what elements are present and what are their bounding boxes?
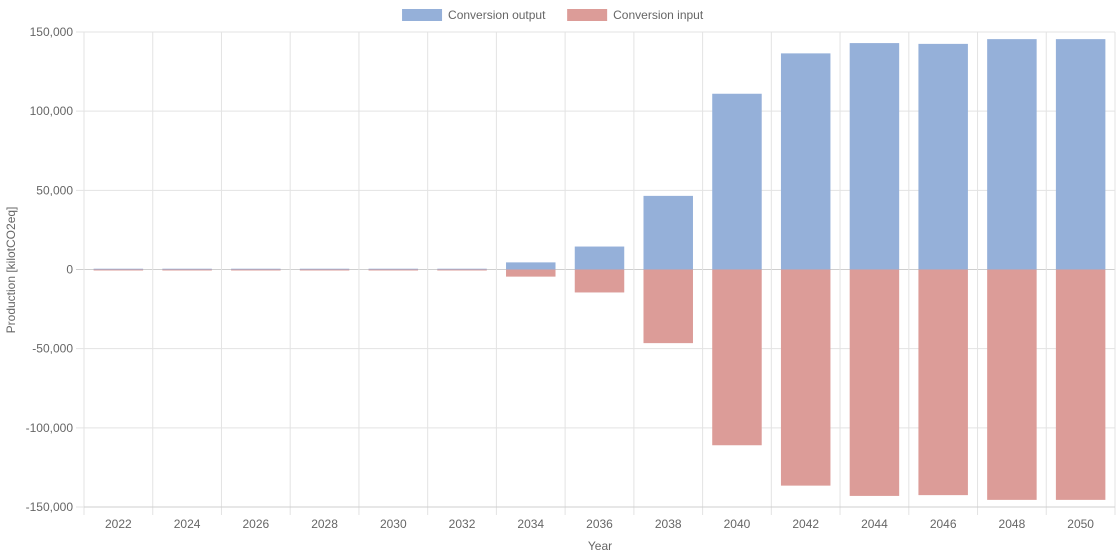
y-tick-label: 50,000 [36, 183, 73, 197]
x-tick-label: 2038 [655, 517, 682, 531]
bar-conversion-output [1055, 39, 1106, 270]
bars [93, 39, 1106, 500]
bar-conversion-input [574, 269, 625, 293]
bar-conversion-output [299, 268, 350, 270]
bar-conversion-input [918, 269, 968, 496]
bar-conversion-output [712, 93, 762, 270]
bar-conversion-input [437, 269, 487, 271]
x-tick-label: 2044 [861, 517, 888, 531]
y-tick-label: -50,000 [32, 342, 73, 356]
bar-conversion-input [93, 269, 144, 271]
legend: Conversion output Conversion input [402, 8, 704, 22]
bar-conversion-output [918, 43, 968, 270]
y-tick-label: -150,000 [26, 500, 74, 514]
bar-conversion-input [849, 269, 900, 496]
y-tick-label: 150,000 [30, 25, 74, 39]
legend-label: Conversion output [448, 8, 546, 22]
bar-conversion-input [162, 269, 212, 271]
bar-conversion-input [712, 269, 762, 446]
x-tick-label: 2032 [449, 517, 476, 531]
x-tick-label: 2024 [174, 517, 201, 531]
x-tick-label: 2050 [1067, 517, 1094, 531]
bar-conversion-output [987, 39, 1037, 270]
bar-conversion-output [780, 53, 831, 270]
x-tick-label: 2048 [999, 517, 1026, 531]
bar-conversion-output [437, 268, 487, 270]
y-tick-label: 100,000 [30, 104, 74, 118]
bar-conversion-input [368, 269, 419, 271]
x-tick-label: 2042 [792, 517, 819, 531]
x-tick-label: 2026 [242, 517, 269, 531]
y-tick-label: 0 [66, 263, 73, 277]
bar-conversion-output [231, 268, 281, 270]
bar-conversion-input [299, 269, 350, 271]
x-tick-label: 2046 [930, 517, 957, 531]
legend-swatch [402, 9, 443, 21]
bar-conversion-output [643, 195, 693, 270]
bar-conversion-output [93, 268, 144, 270]
bar-conversion-input [1055, 269, 1106, 500]
legend-label: Conversion input [613, 8, 704, 22]
x-tick-label: 2034 [517, 517, 544, 531]
x-tick-label: 2036 [586, 517, 613, 531]
bar-conversion-input [506, 269, 556, 277]
x-tick-label: 2030 [380, 517, 407, 531]
bar-conversion-input [780, 269, 831, 486]
x-tick-label: 2022 [105, 517, 132, 531]
bar-conversion-output [849, 43, 900, 270]
y-axis-title: Production [kilotCO2eq] [4, 207, 18, 334]
x-tick-label: 2040 [724, 517, 751, 531]
legend-swatch [567, 9, 608, 21]
bar-conversion-input [231, 269, 281, 271]
bar-conversion-output [574, 246, 625, 270]
x-axis-ticks: 2022 2024 2026 2028 2030 2032 2034 2036 2038 2040… [105, 517, 1094, 531]
bar-conversion-output [162, 268, 212, 270]
x-tick-label: 2028 [311, 517, 338, 531]
y-tick-label: -100,000 [26, 421, 74, 435]
bar-conversion-output [506, 262, 556, 270]
bar-conversion-output [368, 268, 419, 270]
gridlines [76, 31, 1116, 515]
x-axis-title: Year [588, 539, 612, 553]
y-axis-ticks: 150,000 100,000 50,000 0 -50,000 -100,000 -150… [26, 25, 74, 514]
bar-conversion-input [643, 269, 693, 344]
bar-conversion-input [987, 269, 1037, 500]
